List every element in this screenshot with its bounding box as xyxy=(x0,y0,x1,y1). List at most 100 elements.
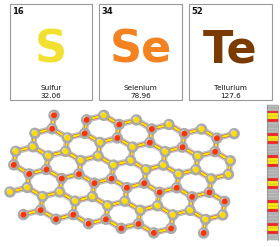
Bar xyxy=(267,186,278,189)
Circle shape xyxy=(84,117,87,121)
Text: Te: Te xyxy=(203,28,258,71)
Circle shape xyxy=(157,189,160,193)
Circle shape xyxy=(108,160,118,170)
Bar xyxy=(267,142,278,144)
Circle shape xyxy=(124,185,128,188)
Circle shape xyxy=(176,171,179,175)
Bar xyxy=(267,161,278,164)
Circle shape xyxy=(32,130,36,134)
Circle shape xyxy=(123,199,127,204)
Bar xyxy=(267,136,278,139)
Bar xyxy=(267,139,278,142)
Circle shape xyxy=(145,138,155,147)
Circle shape xyxy=(38,208,43,212)
Circle shape xyxy=(207,190,211,195)
Circle shape xyxy=(109,176,112,179)
Circle shape xyxy=(180,145,185,149)
Bar xyxy=(267,226,278,228)
Bar xyxy=(267,198,278,200)
Circle shape xyxy=(169,226,173,231)
Circle shape xyxy=(24,185,28,188)
Circle shape xyxy=(161,163,165,167)
Circle shape xyxy=(71,212,75,217)
Circle shape xyxy=(195,153,199,157)
Circle shape xyxy=(128,142,137,152)
Circle shape xyxy=(111,163,116,167)
Circle shape xyxy=(92,180,95,184)
Circle shape xyxy=(176,172,181,176)
Circle shape xyxy=(83,131,87,136)
Circle shape xyxy=(57,174,67,184)
Bar xyxy=(267,228,278,231)
Circle shape xyxy=(103,216,107,220)
Circle shape xyxy=(162,149,166,152)
Bar xyxy=(267,130,278,133)
Circle shape xyxy=(196,154,200,158)
Bar xyxy=(267,119,278,122)
Circle shape xyxy=(59,176,62,179)
Bar xyxy=(267,181,278,184)
Bar xyxy=(267,144,278,147)
Circle shape xyxy=(220,212,223,216)
Text: Tellurium: Tellurium xyxy=(214,85,247,91)
Circle shape xyxy=(97,140,101,143)
Circle shape xyxy=(51,112,55,116)
Circle shape xyxy=(130,144,133,148)
Bar xyxy=(267,217,278,220)
Circle shape xyxy=(193,167,197,170)
Circle shape xyxy=(44,167,48,172)
Bar xyxy=(267,167,278,169)
Circle shape xyxy=(102,113,106,118)
Circle shape xyxy=(174,185,178,188)
Bar xyxy=(267,192,278,195)
Circle shape xyxy=(60,176,64,181)
Circle shape xyxy=(45,153,49,157)
Circle shape xyxy=(199,127,204,131)
Circle shape xyxy=(31,145,35,149)
Circle shape xyxy=(49,110,59,120)
Circle shape xyxy=(11,162,15,166)
Circle shape xyxy=(155,204,160,208)
Circle shape xyxy=(229,129,239,139)
Circle shape xyxy=(182,131,186,136)
Circle shape xyxy=(172,183,182,193)
Circle shape xyxy=(13,149,18,154)
Text: 34: 34 xyxy=(101,7,113,16)
Circle shape xyxy=(87,222,91,226)
Circle shape xyxy=(168,210,178,220)
Bar xyxy=(267,214,278,217)
Circle shape xyxy=(158,160,168,170)
Circle shape xyxy=(128,158,132,161)
Circle shape xyxy=(170,212,174,216)
Bar xyxy=(267,124,278,127)
Circle shape xyxy=(106,204,110,208)
Circle shape xyxy=(78,158,82,161)
Circle shape xyxy=(193,151,203,161)
Circle shape xyxy=(131,115,141,125)
Circle shape xyxy=(120,196,130,206)
Circle shape xyxy=(105,203,109,206)
Circle shape xyxy=(138,208,143,212)
Circle shape xyxy=(189,194,193,198)
Circle shape xyxy=(207,189,210,193)
Circle shape xyxy=(137,207,141,211)
Bar xyxy=(10,4,92,100)
Circle shape xyxy=(93,151,103,161)
Circle shape xyxy=(218,210,228,220)
Bar xyxy=(267,127,278,130)
Circle shape xyxy=(26,171,30,175)
Bar xyxy=(267,147,278,150)
Circle shape xyxy=(151,231,156,235)
Circle shape xyxy=(95,138,105,147)
Circle shape xyxy=(199,126,202,130)
Circle shape xyxy=(63,149,68,154)
Circle shape xyxy=(135,205,145,215)
Circle shape xyxy=(38,207,41,211)
Circle shape xyxy=(143,167,147,170)
Circle shape xyxy=(90,194,95,199)
Circle shape xyxy=(153,201,163,211)
Circle shape xyxy=(57,189,60,193)
Circle shape xyxy=(191,165,201,175)
Circle shape xyxy=(111,162,114,166)
Circle shape xyxy=(148,140,152,145)
